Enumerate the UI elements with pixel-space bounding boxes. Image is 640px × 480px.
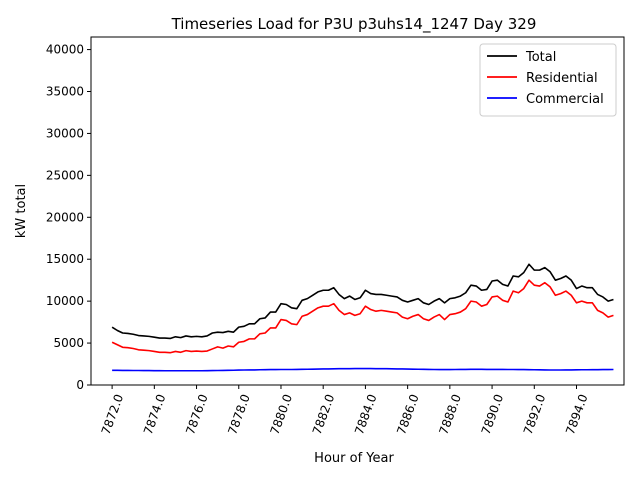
y-tick-label: 5000 (53, 336, 84, 350)
y-tick-label: 15000 (46, 252, 84, 266)
series-line-commercial (112, 367, 614, 372)
x-tick-label: 7876.0 (183, 392, 211, 436)
y-tick-label: 30000 (46, 126, 84, 140)
x-tick-label: 7880.0 (268, 392, 296, 436)
y-tick-label: 40000 (46, 43, 84, 57)
series-line-residential (111, 279, 614, 354)
plot-lines (111, 263, 614, 372)
y-axis-ticks: 0 5000 10000 15000 20000 25000 30000 35000 40000 (46, 43, 91, 392)
x-tick-label: 7886.0 (394, 392, 422, 436)
x-axis-ticks: 7872.0 7874.0 7876.0 7878.0 7880.0 7882.0 7884… (99, 385, 591, 437)
y-tick-label: 25000 (46, 168, 84, 182)
y-tick-label: 10000 (46, 294, 84, 308)
legend: Total Residential Commercial (479, 43, 617, 117)
x-tick-label: 7894.0 (563, 392, 591, 436)
legend-label-total: Total (525, 50, 556, 65)
y-tick-label: 20000 (46, 210, 84, 224)
x-tick-label: 7878.0 (225, 392, 253, 436)
x-tick-label: 7888.0 (436, 392, 464, 436)
y-tick-label: 35000 (46, 85, 84, 99)
series-line-total (111, 263, 614, 340)
x-tick-label: 7892.0 (521, 392, 549, 436)
x-tick-label: 7884.0 (352, 392, 380, 436)
legend-label-residential: Residential (526, 71, 598, 86)
legend-label-commercial: Commercial (526, 92, 604, 107)
x-axis-label: Hour of Year (314, 451, 394, 466)
x-tick-label: 7890.0 (479, 392, 507, 436)
x-tick-label: 7872.0 (99, 392, 127, 436)
chart-title: Timeseries Load for P3U p3uhs14_1247 Day… (171, 15, 537, 34)
plot-frame (90, 36, 625, 386)
y-tick-label: 0 (76, 378, 84, 392)
x-tick-label: 7874.0 (141, 392, 169, 436)
x-tick-label: 7882.0 (310, 392, 338, 436)
y-axis-label: kW total (14, 184, 29, 238)
